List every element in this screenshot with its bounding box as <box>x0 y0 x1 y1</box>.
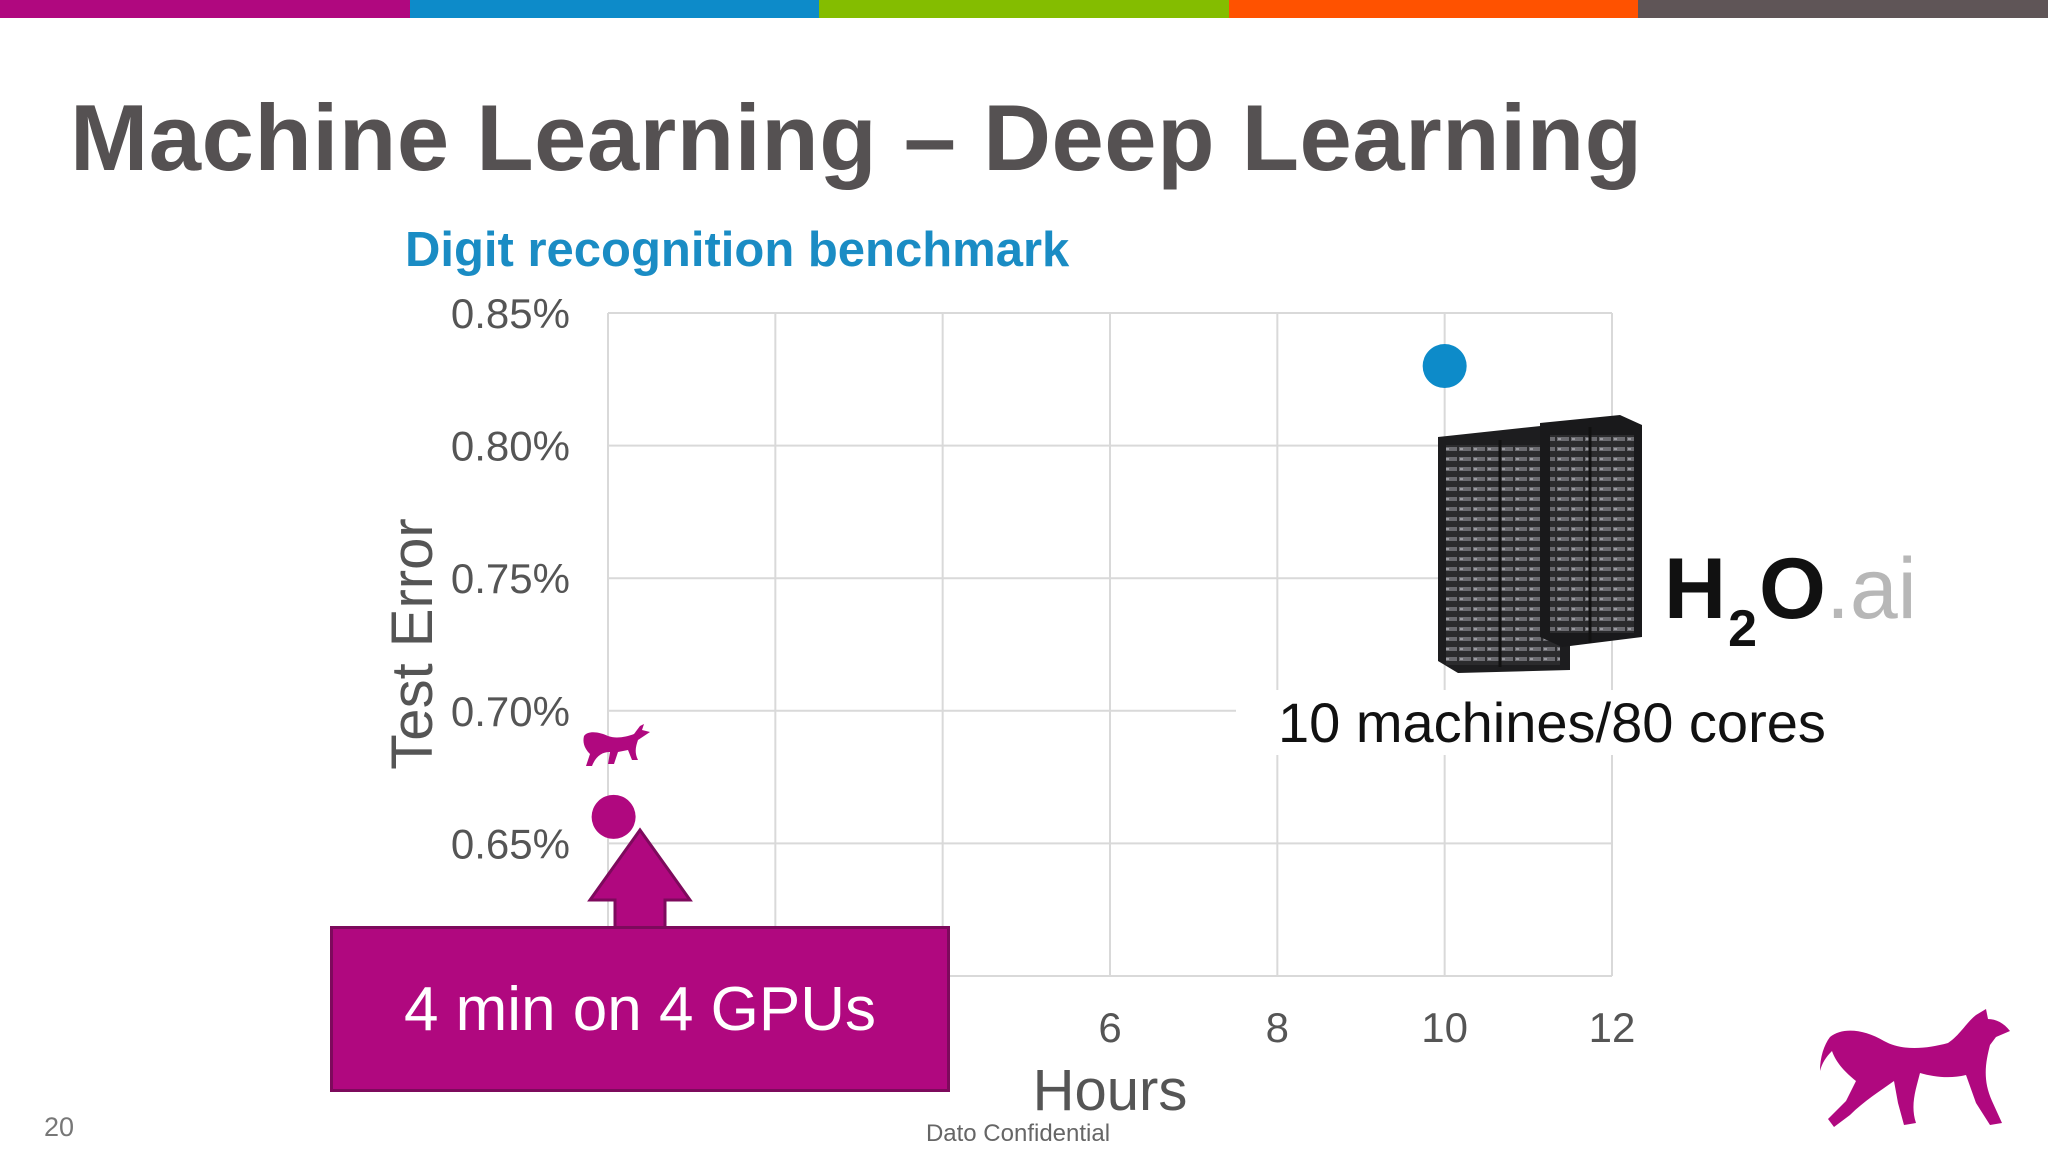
logo-text-o: O <box>1759 541 1826 637</box>
page-number: 20 <box>44 1112 75 1142</box>
data-point <box>591 794 636 839</box>
server-rack-icon <box>1438 415 1642 673</box>
accent-segment <box>0 0 410 18</box>
x-tick-label: 6 <box>1098 1004 1121 1051</box>
accent-segment <box>1228 0 1639 18</box>
machines-annotation: 10 machines/80 cores <box>1236 690 1866 755</box>
data-points <box>591 344 1467 839</box>
x-tick-label: 8 <box>1266 1004 1289 1051</box>
x-axis-label: Hours <box>1033 1058 1188 1123</box>
accent-segment <box>1638 0 2048 18</box>
y-tick-label: 0.70% <box>451 688 570 735</box>
footer-confidential: Dato Confidential <box>925 1120 1111 1147</box>
slide-title: Machine Learning – Deep Learning <box>70 85 1643 190</box>
h2o-ai-logo: H2O.ai <box>1664 540 1917 658</box>
y-axis-label: Test Error <box>380 518 445 769</box>
y-axis-ticks: 0.65% 0.70% 0.75% 0.80% 0.85% <box>451 290 570 867</box>
y-tick-label: 0.85% <box>451 290 570 337</box>
accent-color-bar <box>0 0 2048 18</box>
data-point <box>1422 344 1467 389</box>
x-axis-ticks: 6 8 10 12 <box>1098 1004 1635 1051</box>
up-arrow-icon <box>587 827 693 932</box>
gpu-callout-box: 4 min on 4 GPUs <box>330 926 950 1092</box>
y-tick-label: 0.80% <box>451 423 570 470</box>
chart-title: Digit recognition benchmark <box>405 223 1070 277</box>
logo-text-ai: .ai <box>1825 541 1917 637</box>
logo-text-sub: 2 <box>1728 600 1758 658</box>
accent-segment <box>819 0 1229 18</box>
logo-text-h: H <box>1664 541 1727 637</box>
dog-icon <box>583 724 650 766</box>
x-tick-label: 12 <box>1589 1004 1636 1051</box>
accent-segment <box>409 0 820 18</box>
y-tick-label: 0.75% <box>451 555 570 602</box>
dato-dog-logo <box>1820 1009 2010 1127</box>
x-tick-label: 10 <box>1421 1004 1468 1051</box>
y-tick-label: 0.65% <box>451 820 570 867</box>
